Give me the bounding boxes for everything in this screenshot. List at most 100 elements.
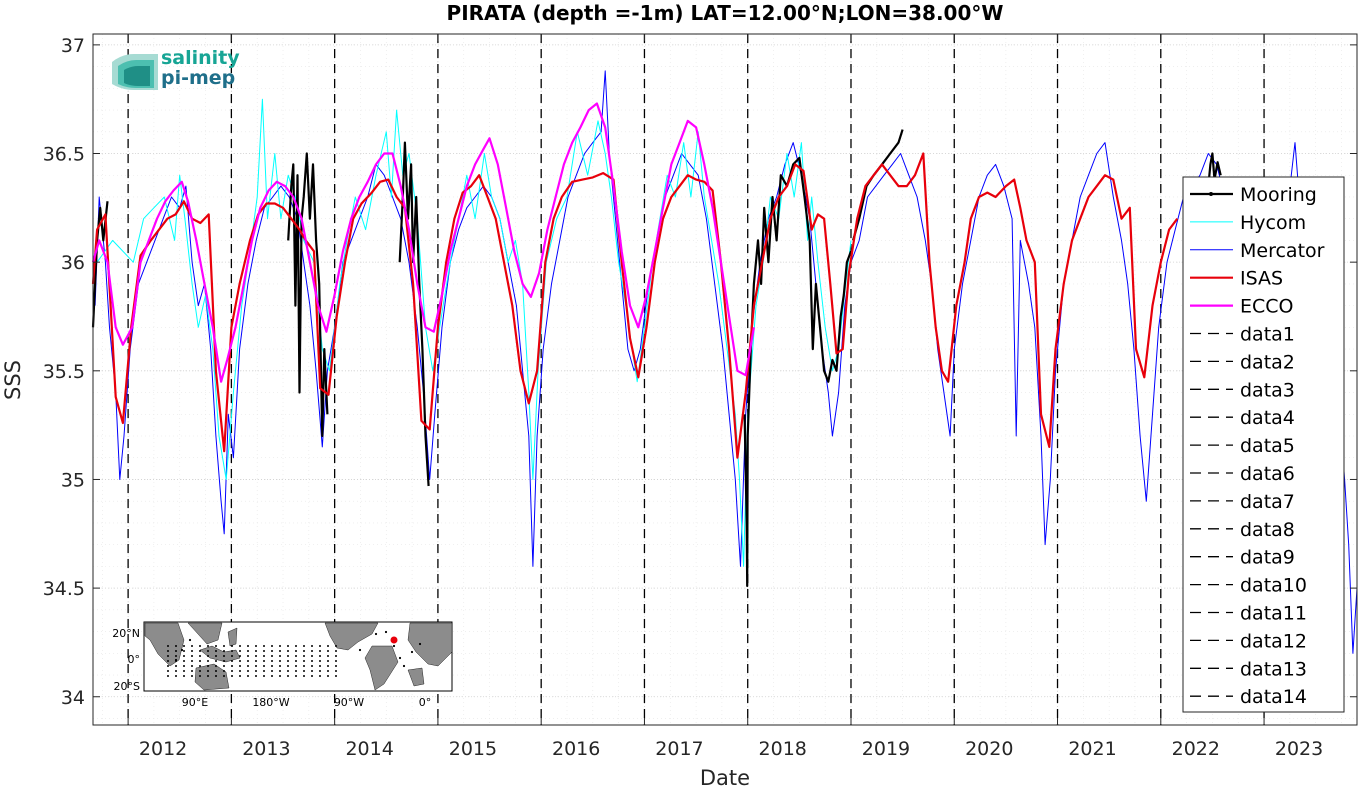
inset-map-buoy-dot [191,660,193,662]
inset-map-buoy-dot [255,655,257,657]
inset-map-buoy-dot [175,670,177,672]
inset-map-buoy-dot [327,650,329,652]
inset-map-buoy-dot [263,675,265,677]
inset-map-buoy-dot [255,645,257,647]
plot-frame [92,33,1358,726]
inset-map-buoy-dot [319,660,321,662]
inset-map-buoy-dot [191,670,193,672]
inset-map-buoy-dot [223,650,225,652]
inset-map-buoy-dot [199,665,201,667]
x-tick-label: 2013 [242,738,290,760]
inset-map-buoy-dot [311,650,313,652]
inset-map-buoy-dot [279,665,281,667]
series-line-mooring [91,201,109,328]
legend-label: data7 [1240,491,1295,513]
inset-map-buoy-dot [327,660,329,662]
inset-map-buoy-dot [255,670,257,672]
inset-map-buoy-dot [418,642,422,646]
inset-map-buoy-dot [303,665,305,667]
inset-map-buoy-dot [180,648,184,652]
legend-label: data13 [1240,658,1307,680]
inset-map-buoy-dot [231,650,233,652]
inset-map-buoy-dot [255,675,257,677]
inset-map-buoy-dot [327,655,329,657]
y-tick-label: 36 [61,252,85,274]
y-tick-label: 37 [61,35,85,57]
series-lines [91,70,1358,654]
inset-map-buoy-dot [223,665,225,667]
inset-map-buoy-dot [239,670,241,672]
inset-map-buoy-dot [303,670,305,672]
inset-map-buoy-dot [295,645,297,647]
inset-map-buoy-dot [303,660,305,662]
inset-map-buoy-dot [231,670,233,672]
inset-map-buoy-dot [335,660,337,662]
inset-map-buoy-dot [223,670,225,672]
inset-map: 20°N 0° 20°S 90°E 180°W 90°W 0° [112,621,453,709]
inset-map-buoy-dot [295,660,297,662]
legend-label: data14 [1240,686,1307,708]
inset-map-buoy-dot [239,675,241,677]
inset-map-buoy-dot [279,675,281,677]
inset-map-buoy-dot [231,675,233,677]
inset-map-buoy-dot [167,645,169,647]
series-line-mercator [94,70,1358,654]
inset-map-buoy-dot [175,645,177,647]
inset-map-lon-tick: 180°W [252,696,289,709]
inset-map-buoy-dot [295,655,297,657]
inset-map-buoy-dot [295,650,297,652]
inset-map-buoy-dot [215,670,217,672]
legend-label: Mercator [1240,240,1325,262]
legend-label: data2 [1240,351,1295,373]
series-line-isas [91,152,1179,459]
inset-map-buoy-dot [215,665,217,667]
inset-map-buoy-dot [231,645,233,647]
inset-map-buoy-dot [207,675,209,677]
inset-map-buoy-dot [167,650,169,652]
y-axis-label: SSS [1,360,25,400]
inset-map-buoy-dot [199,670,201,672]
inset-map-buoy-dot [335,670,337,672]
inset-map-buoy-dot [215,660,217,662]
y-tick-label: 34 [61,687,85,709]
inset-map-buoy-dot [247,665,249,667]
inset-map-buoy-dot [207,665,209,667]
inset-map-buoy-dot [239,660,241,662]
inset-map-buoy-dot [410,650,414,654]
inset-map-buoy-dot [188,638,192,642]
x-tick-label: 2014 [345,738,393,760]
inset-map-buoy-dot [279,655,281,657]
inset-map-buoy-dot [271,670,273,672]
x-tick-label: 2016 [552,738,600,760]
inset-map-buoy-dot [279,670,281,672]
inset-map-buoy-dot [191,665,193,667]
inset-map-land [144,622,453,691]
inset-map-buoy-dot [303,675,305,677]
x-tick-label: 2021 [1068,738,1116,760]
inset-map-buoy-dot [247,645,249,647]
inset-map-buoy-dot [287,660,289,662]
inset-map-buoy-dot [335,675,337,677]
x-tick-label: 2018 [759,738,807,760]
inset-map-buoy-dot [167,675,169,677]
inset-map-buoy-dot [279,645,281,647]
inset-map-buoy-dot [335,645,337,647]
legend-label: ISAS [1240,268,1283,290]
inset-map-buoy-dot [207,670,209,672]
x-axis-label: Date [700,766,750,790]
inset-map-buoy-dot [239,655,241,657]
inset-map-buoy-dot [175,665,177,667]
inset-map-buoy-dot [271,645,273,647]
inset-map-buoy-dot [287,665,289,667]
x-tick-label: 2017 [655,738,703,760]
y-tick-label: 35 [61,469,85,491]
x-tick-label: 2012 [139,738,187,760]
inset-map-buoy-dot [199,675,201,677]
inset-map-buoy-dot [271,675,273,677]
inset-map-buoy-dot [207,645,209,647]
inset-map-buoy-dot [303,645,305,647]
inset-map-buoy-dot [175,655,177,657]
inset-map-buoy-dot [255,660,257,662]
inset-map-buoy-dot [319,665,321,667]
series-line-mooring [287,152,329,438]
